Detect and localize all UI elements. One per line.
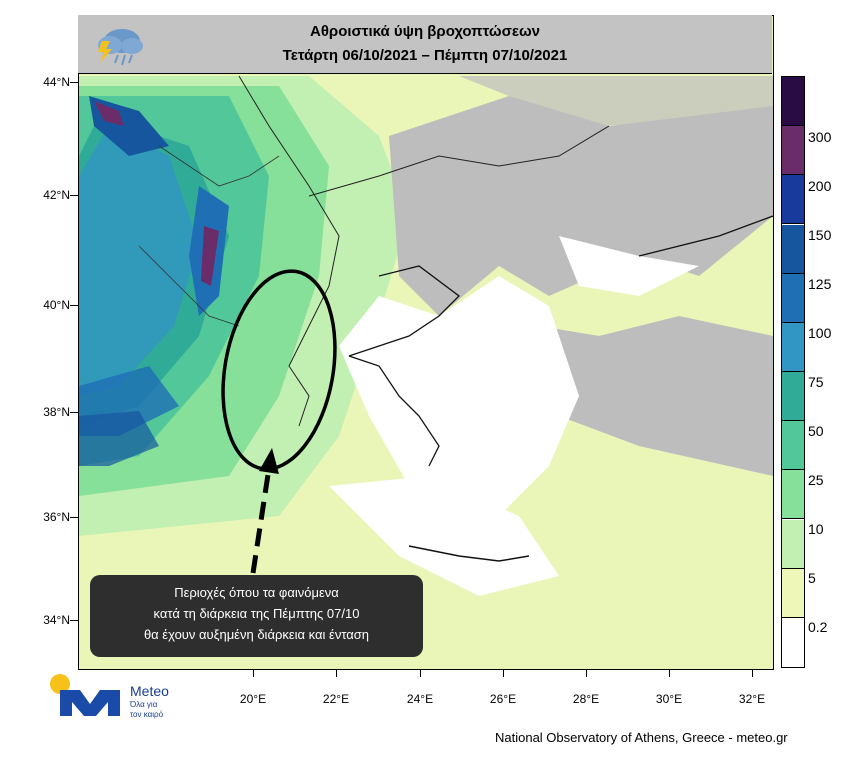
lat-label-40: 40°N	[43, 298, 70, 312]
map-title: Αθροιστικά ύψη βροχοπτώσεων	[309, 23, 540, 40]
lon-label-30: 30°E	[655, 692, 683, 706]
lon-tick	[420, 669, 421, 677]
colorbar-segment	[782, 175, 804, 225]
source-attribution: National Observatory of Athens, Greece -…	[495, 730, 788, 745]
lat-tick	[70, 305, 78, 306]
annotation-callout: Περιοχές όπου τα φαινόμενα κατά τη διάρκ…	[90, 575, 423, 657]
colorbar-segment	[782, 126, 804, 176]
lat-tick	[70, 412, 78, 413]
meteo-tagline-2: τον καιρό	[130, 710, 164, 719]
callout-line-2: κατά τη διάρκεια της Πέμπτης 07/10	[153, 606, 360, 621]
lon-tick	[336, 669, 337, 677]
colorbar-label: 50	[808, 423, 824, 439]
colorbar-label: 10	[808, 521, 824, 537]
lat-tick	[70, 82, 78, 83]
rain-cloud-lightning-icon	[98, 29, 143, 66]
lon-label-32: 32°E	[738, 692, 766, 706]
lat-label-38: 38°N	[43, 405, 70, 419]
colorbar-segment	[782, 617, 804, 667]
colorbar-label: 300	[808, 129, 832, 145]
colorbar-segment	[782, 322, 804, 372]
lon-label-20: 20°E	[239, 692, 267, 706]
meteo-brand-name: Meteo	[130, 683, 169, 699]
colorbar-segment	[782, 224, 804, 274]
colorbar-segment	[782, 273, 804, 323]
lat-label-34: 34°N	[43, 613, 70, 627]
lat-tick	[70, 195, 78, 196]
lon-label-22: 22°E	[322, 692, 350, 706]
colorbar-segment	[782, 470, 804, 520]
colorbar-label: 100	[808, 325, 832, 341]
map-canvas	[79, 16, 773, 669]
lon-tick	[669, 669, 670, 677]
meteo-tagline-1: Όλα για	[130, 700, 158, 709]
colorbar-label: 125	[808, 276, 832, 292]
lon-tick	[503, 669, 504, 677]
colorbar-segment	[782, 568, 804, 618]
map-title-box: Αθροιστικά ύψη βροχοπτώσεων Τετάρτη 06/1…	[78, 15, 772, 74]
colorbar-label: 5	[808, 570, 816, 586]
colorbar-label: 150	[808, 227, 832, 243]
lat-tick	[70, 517, 78, 518]
callout-line-1: Περιοχές όπου τα φαινόμενα	[174, 585, 339, 600]
lon-tick	[253, 669, 254, 677]
colorbar-label: 0.2	[808, 619, 828, 635]
callout-line-3: θα έχουν αυξημένη διάρκεια και ένταση	[143, 627, 370, 642]
lon-label-28: 28°E	[572, 692, 600, 706]
colorbar-segment	[782, 77, 804, 127]
colorbar-label: 75	[808, 374, 824, 390]
lat-label-42: 42°N	[43, 188, 70, 202]
lon-label-26: 26°E	[489, 692, 517, 706]
lat-label-44: 44°N	[43, 75, 70, 89]
map-date-range: Τετάρτη 06/10/2021 – Πέμπτη 07/10/2021	[282, 47, 568, 64]
lat-label-36: 36°N	[43, 510, 70, 524]
lon-tick	[586, 669, 587, 677]
precipitation-colorbar	[781, 76, 805, 668]
lon-label-24: 24°E	[406, 692, 434, 706]
lat-tick	[70, 620, 78, 621]
colorbar-segment	[782, 372, 804, 422]
precipitation-map	[78, 15, 774, 670]
colorbar-segment	[782, 519, 804, 569]
meteo-logo-icon	[50, 674, 120, 716]
lon-tick	[752, 669, 753, 677]
colorbar-label: 200	[808, 178, 832, 194]
colorbar-label: 25	[808, 472, 824, 488]
colorbar-segment	[782, 421, 804, 471]
